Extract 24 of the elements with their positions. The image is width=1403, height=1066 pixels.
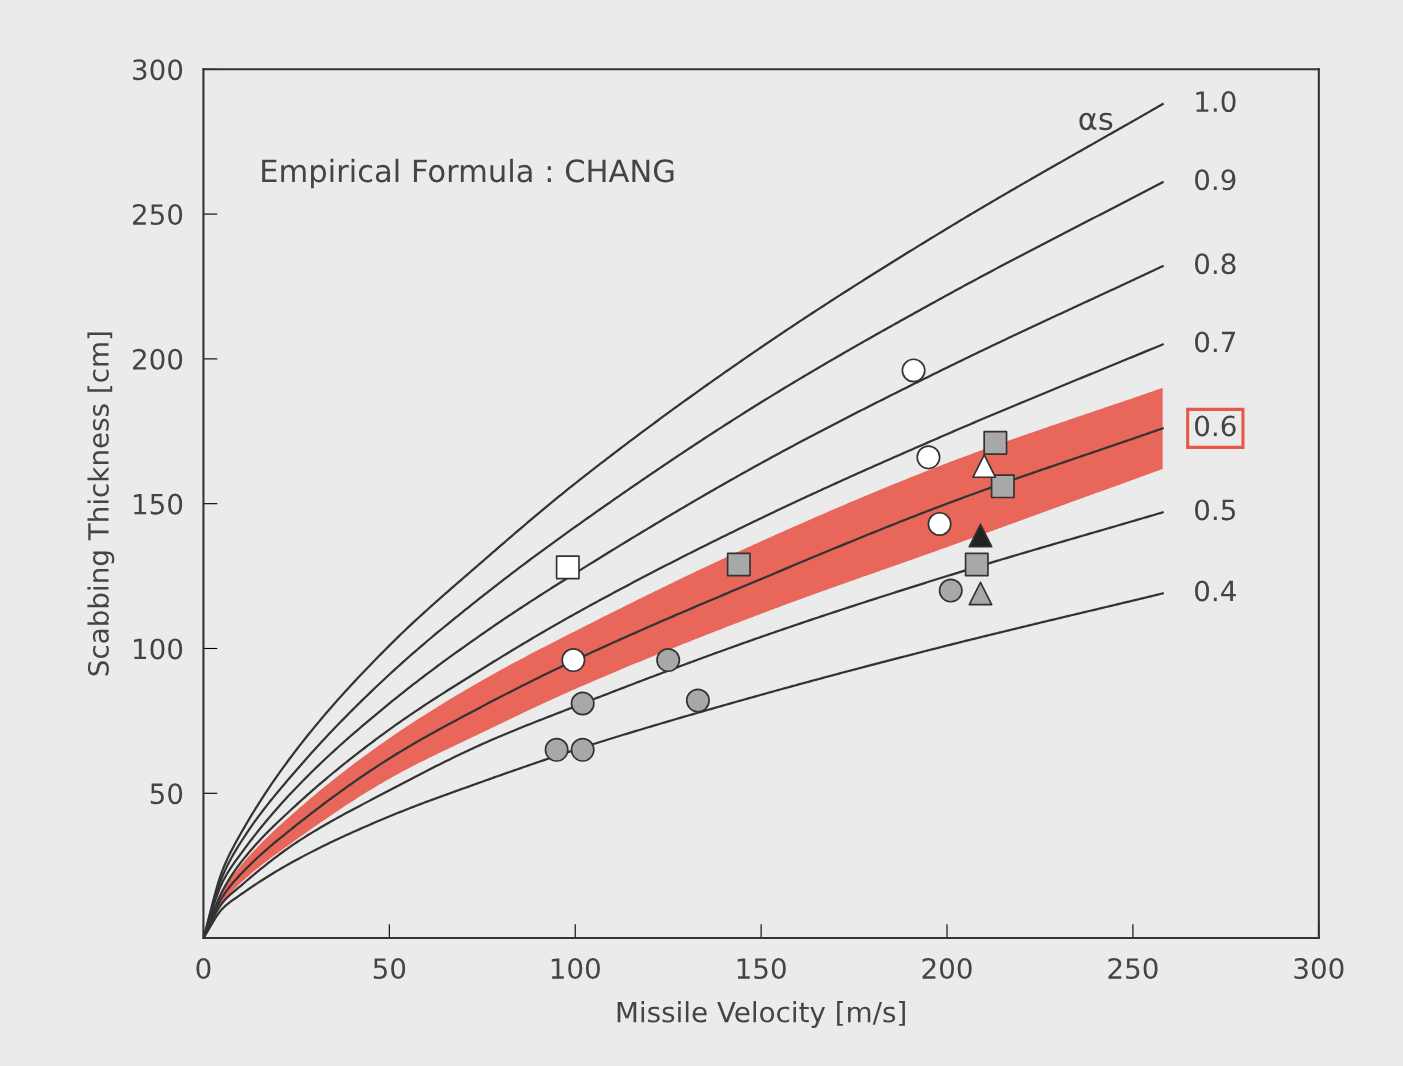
series-label: 0.6 <box>1195 415 1236 437</box>
x-tick-label: 200 <box>922 958 972 980</box>
series-label: 0.9 <box>1195 169 1236 191</box>
y-tick-label: 250 <box>133 204 183 226</box>
series-label: 0.4 <box>1195 580 1236 602</box>
y-tick-label: 200 <box>133 348 183 370</box>
series-label: 0.8 <box>1195 253 1236 275</box>
series-label: 0.5 <box>1195 499 1235 521</box>
x-tick-label: 300 <box>1294 958 1344 980</box>
annotation: Empirical Formula : CHANG <box>262 158 674 189</box>
x-tick-label: 0 <box>196 958 211 980</box>
y-tick-label: 100 <box>134 638 183 660</box>
series-label: 1.0 <box>1196 91 1236 113</box>
annotation: αs <box>1079 112 1113 131</box>
series-label: 0.7 <box>1195 331 1236 353</box>
y-tick-label: 150 <box>134 493 183 515</box>
y-tick-label: 50 <box>150 783 183 805</box>
y-axis-title: Scabbing Thickness [cm] <box>87 332 115 676</box>
x-axis-title: Missile Velocity [m/s] <box>617 1001 905 1028</box>
x-tick-label: 150 <box>737 958 786 980</box>
x-tick-label: 100 <box>551 958 600 980</box>
x-tick-label: 50 <box>373 958 406 980</box>
x-tick-label: 250 <box>1108 958 1158 980</box>
y-tick-label: 300 <box>133 59 183 81</box>
